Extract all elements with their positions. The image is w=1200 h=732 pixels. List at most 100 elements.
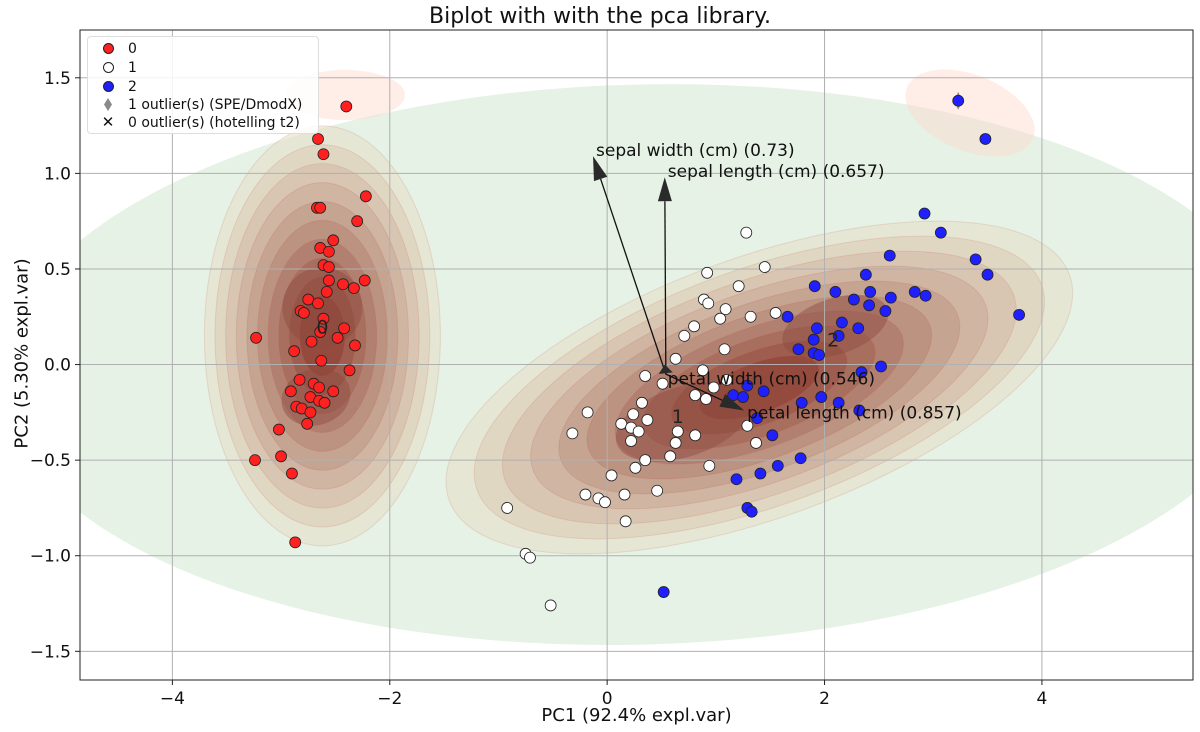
- y-axis-label: PC2 (5.30% expl.var): [11, 258, 33, 449]
- point-class-2: [1013, 308, 1025, 321]
- point-class-1: [627, 408, 640, 421]
- density-core: [615, 382, 751, 462]
- loading-arrow-head: [593, 156, 608, 182]
- point-class-1: [719, 303, 732, 316]
- legend-item-0: 0: [88, 39, 137, 58]
- point-class-2: [979, 133, 992, 145]
- point-class-1: [732, 280, 745, 293]
- point-class-2: [864, 286, 877, 298]
- point-class-0: [358, 274, 371, 287]
- legend-item-outlier-hotelling: ✕ 0 outlier(s) (hotelling t2): [88, 113, 300, 132]
- y-tick-label: 0.0: [44, 356, 71, 376]
- point-class-0: [327, 234, 340, 247]
- point-class-0: [314, 326, 327, 338]
- point-class-0: [313, 381, 326, 394]
- point-class-1: [579, 488, 592, 501]
- point-class-1: [625, 435, 637, 447]
- point-class-0: [312, 297, 324, 310]
- point-class-0: [273, 423, 285, 436]
- point-class-1: [701, 266, 714, 279]
- red-circle-icon: [102, 43, 114, 54]
- point-class-1: [750, 437, 762, 449]
- x-tick-label: −2: [377, 689, 402, 709]
- point-class-1: [720, 373, 733, 386]
- point-class-2: [741, 379, 754, 392]
- point-class-0: [304, 406, 317, 419]
- point-class-1: [632, 425, 645, 438]
- loading-label: petal width (cm) (0.546): [668, 370, 875, 390]
- point-class-0: [249, 454, 261, 467]
- point-class-2: [813, 349, 826, 361]
- legend-label: 2: [128, 78, 137, 95]
- x-mark-icon: ✕: [101, 113, 115, 131]
- point-class-0: [302, 293, 315, 306]
- point-class-1: [656, 377, 669, 390]
- point-class-2: [807, 333, 820, 346]
- point-class-2: [751, 412, 764, 424]
- point-class-0: [349, 339, 361, 352]
- point-class-1: [688, 320, 701, 333]
- point-class-1: [544, 599, 557, 612]
- point-class-2: [657, 586, 670, 598]
- loading-arrow-head: [657, 177, 672, 202]
- legend-item-1: 1: [88, 58, 137, 77]
- y-tick-label: −1.0: [30, 547, 71, 567]
- point-class-0: [318, 396, 331, 409]
- legend-item-2: 2: [88, 77, 137, 96]
- plot-frame: [79, 29, 1194, 681]
- point-class-0: [348, 282, 360, 294]
- point-class-1: [524, 551, 536, 564]
- loading-label: sepal length (cm) (0.657): [668, 162, 885, 182]
- point-class-1: [639, 454, 652, 467]
- point-class-1: [619, 515, 632, 528]
- chart-title: Biplot with with the pca library.: [429, 4, 771, 29]
- point-class-2: [852, 322, 865, 335]
- point-class-1: [618, 488, 631, 501]
- point-class-0: [359, 190, 372, 203]
- x-tick-label: −4: [160, 689, 185, 709]
- point-class-2: [808, 280, 821, 293]
- point-class-1: [689, 389, 702, 402]
- point-class-2: [855, 366, 868, 379]
- point-class-1: [758, 261, 771, 273]
- point-class-2: [766, 429, 779, 442]
- blue-circle-icon: [102, 81, 114, 92]
- point-class-2: [815, 391, 828, 403]
- point-class-1: [671, 425, 684, 438]
- point-class-2: [908, 286, 921, 298]
- legend-label: 0 outlier(s) (hotelling t2): [128, 114, 300, 131]
- point-class-0: [343, 364, 356, 377]
- point-class-1: [707, 381, 720, 394]
- point-class-1: [615, 417, 628, 430]
- point-class-1: [605, 469, 618, 482]
- x-tick-label: 0: [602, 689, 613, 709]
- point-class-2: [919, 289, 932, 302]
- point-class-2: [832, 329, 845, 342]
- point-class-2: [969, 253, 982, 266]
- point-class-1: [664, 450, 677, 463]
- point-class-0: [314, 201, 327, 214]
- point-class-0: [331, 331, 344, 344]
- loading-arrow-head: [658, 364, 673, 374]
- cluster-label: 1: [672, 406, 684, 428]
- point-class-2: [863, 299, 875, 312]
- loading-label: petal length (cm) (0.857): [747, 403, 962, 423]
- point-class-0: [338, 322, 351, 335]
- point-class-1: [629, 461, 642, 474]
- point-class-0: [293, 373, 306, 386]
- loading-arrow-line: [665, 373, 723, 401]
- point-class-2: [883, 249, 896, 262]
- point-class-2: [875, 360, 887, 373]
- y-tick-label: −0.5: [30, 451, 71, 471]
- point-class-0: [317, 312, 330, 325]
- white-circle-icon: [102, 62, 114, 73]
- y-tick-label: 1.0: [44, 164, 71, 184]
- point-class-1: [703, 459, 716, 472]
- point-class-2: [730, 473, 743, 486]
- point-class-1: [641, 414, 654, 426]
- point-class-2: [811, 322, 823, 335]
- point-class-0: [275, 450, 287, 463]
- point-class-1: [669, 352, 682, 365]
- point-class-1: [741, 419, 754, 432]
